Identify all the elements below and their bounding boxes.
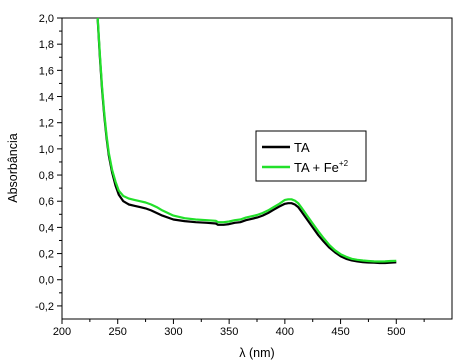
y-tick-label: 1,4 [39, 92, 54, 104]
x-tick-label: 250 [109, 326, 127, 338]
legend-superscript: +2 [339, 159, 349, 168]
y-axis-ticks: -0,2 0,0 0,2 0,4 0,6 0,8 1,0 1,2 1,4 1,6 1,8 2,0 [35, 13, 62, 313]
y-tick-label: 1,6 [39, 65, 54, 77]
y-tick-label: -0,2 [35, 301, 54, 313]
y-axis-title: Absorbância [6, 133, 20, 203]
x-tick-label: 350 [220, 326, 238, 338]
legend-label-1: TA + Fe+2 [294, 159, 349, 175]
x-tick-label: 450 [331, 326, 349, 338]
y-tick-label: 0,8 [39, 170, 54, 182]
x-axis-title: λ (nm) [239, 346, 274, 360]
y-tick-label: 1,2 [39, 118, 54, 130]
y-tick-label: 1,0 [39, 144, 54, 156]
x-tick-label: 500 [387, 326, 405, 338]
y-tick-label: 0,4 [39, 222, 54, 234]
legend-label-0: TA [294, 140, 310, 155]
y-tick-label: 2,0 [39, 13, 54, 25]
y-tick-label: 1,8 [39, 39, 54, 51]
y-tick-label: 0,0 [39, 275, 54, 287]
x-tick-label: 300 [164, 326, 182, 338]
y-tick-label: 0,2 [39, 249, 54, 261]
series-line-0 [96, 19, 397, 265]
x-tick-label: 400 [276, 326, 294, 338]
legend: TA TA + Fe+2 [255, 130, 367, 182]
series-line-1 [96, 17, 397, 263]
x-tick-label: 200 [53, 326, 71, 338]
y-tick-label: 0,6 [39, 196, 54, 208]
series-lines [96, 17, 397, 265]
legend-box [255, 130, 367, 182]
x-axis-ticks: 200 250 300 350 400 450 500 [53, 319, 425, 338]
